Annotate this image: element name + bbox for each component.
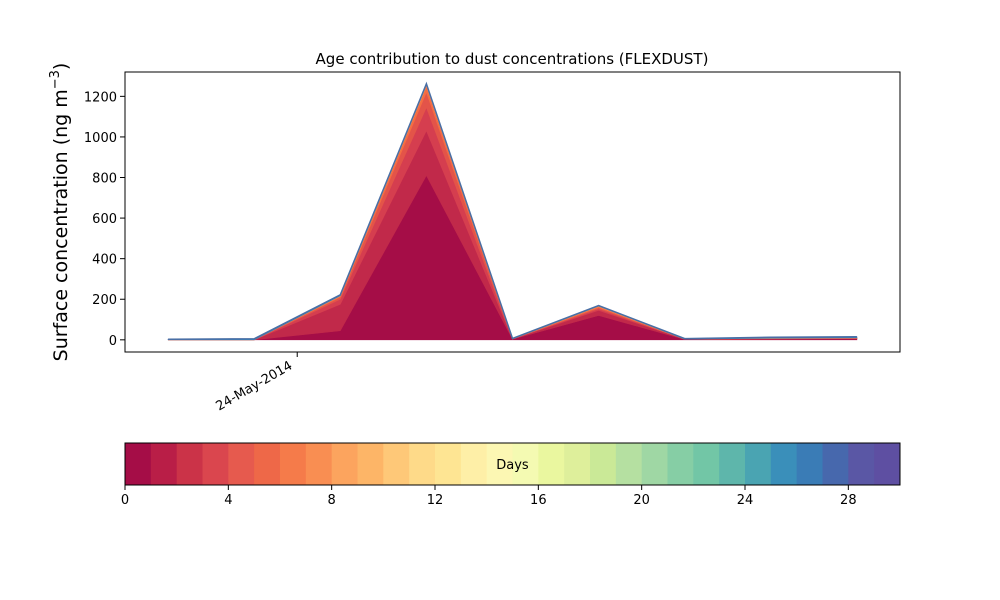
- colorbar-swatch: [202, 443, 229, 485]
- y-tick-label: 1200: [84, 90, 117, 105]
- colorbar-swatch: [667, 443, 694, 485]
- colorbar-swatch: [125, 443, 152, 485]
- y-tick-label: 600: [92, 212, 117, 227]
- colorbar-swatch: [254, 443, 281, 485]
- area-series-3: [168, 91, 858, 341]
- colorbar-swatch: [331, 443, 358, 485]
- colorbar-swatch: [770, 443, 798, 485]
- y-tick-label: 0: [109, 334, 117, 349]
- colorbar-swatch: [228, 443, 255, 485]
- colorbar-tick-label: 28: [840, 493, 857, 508]
- colorbar-swatch: [280, 443, 307, 485]
- colorbar-swatch: [409, 443, 436, 485]
- colorbar-swatch: [874, 443, 901, 485]
- colorbar-swatch: [357, 443, 384, 485]
- colorbar-swatch: [796, 443, 823, 485]
- colorbar-swatch: [590, 443, 617, 485]
- colorbar-swatch: [176, 443, 203, 485]
- colorbar: Days 0 4 8 12 16 20 24 28: [121, 442, 901, 508]
- colorbar-swatch: [641, 443, 668, 485]
- area-series-0: [168, 174, 858, 341]
- area-series-4: [168, 85, 858, 341]
- chart-title: Age contribution to dust concentrations …: [316, 50, 709, 68]
- colorbar-tick-label: 0: [121, 493, 129, 508]
- area-series-6: [167, 83, 858, 341]
- colorbar-swatch: [745, 443, 772, 485]
- colorbar-tick-label: 20: [633, 493, 650, 508]
- colorbar-swatch: [564, 443, 591, 485]
- y-tick-label: 1000: [84, 131, 117, 146]
- colorbar-swatch: [848, 443, 875, 485]
- y-axis-label: Surface concentration (ng m−3): [48, 63, 72, 362]
- colorbar-swatch: [486, 443, 513, 485]
- y-axis-label-text: Surface concentration (ng m: [50, 89, 72, 361]
- colorbar-swatch: [305, 443, 333, 485]
- colorbar-swatch: [822, 443, 849, 485]
- colorbar-tick-label: 4: [224, 493, 232, 508]
- plot-frame: [124, 71, 901, 353]
- colorbar-swatch: [615, 443, 643, 485]
- colorbar-swatch: [435, 443, 462, 485]
- x-tick-label: 24-May-2014: [214, 358, 296, 414]
- colorbar-tick-label: 8: [328, 493, 336, 508]
- colorbar-swatch: [538, 443, 565, 485]
- plot-area: 0 200 400 600 800 1000 1200 24-May-2014: [84, 71, 901, 414]
- colorbar-tick-label: 16: [530, 493, 547, 508]
- colorbar-tick-label: 12: [427, 493, 444, 508]
- colorbar-swatch: [512, 443, 539, 485]
- colorbar-swatch: [460, 443, 488, 485]
- area-series-2: [168, 106, 858, 341]
- area-series-7: [167, 82, 858, 340]
- area-series-1: [168, 130, 858, 341]
- area-series-5: [168, 83, 858, 341]
- y-axis-label-suffix: ): [50, 63, 72, 70]
- colorbar-label: Days: [496, 458, 529, 473]
- colorbar-swatch: [383, 443, 410, 485]
- total-outline: [168, 81, 857, 340]
- colorbar-swatch: [719, 443, 746, 485]
- y-tick-label: 200: [92, 293, 117, 308]
- colorbar-swatch: [693, 443, 720, 485]
- colorbar-tick-label: 24: [737, 493, 754, 508]
- colorbar-swatch: [150, 443, 178, 485]
- y-tick-label: 400: [92, 253, 117, 268]
- colorbar-frame: [124, 442, 901, 486]
- y-tick-label: 800: [92, 172, 117, 187]
- y-axis-label-superscript: −3: [48, 70, 63, 89]
